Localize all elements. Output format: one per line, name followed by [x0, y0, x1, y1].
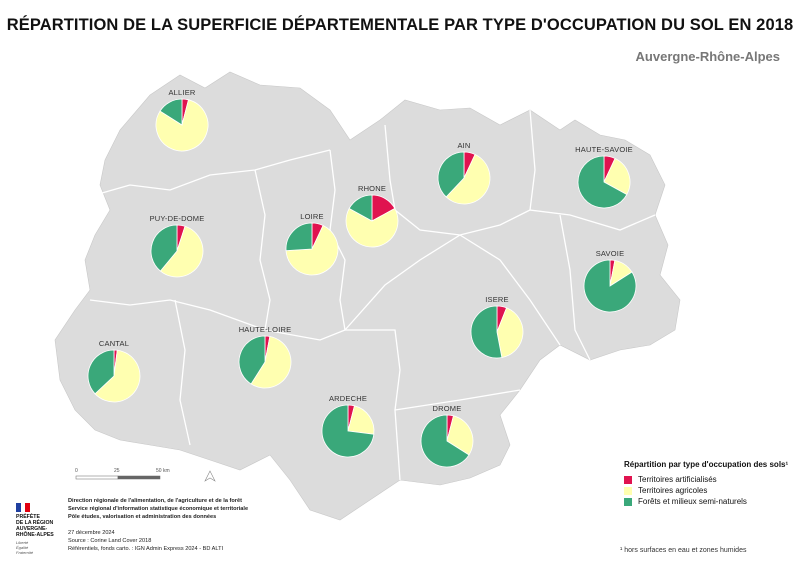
credits: Direction régionale de l'alimentation, d…	[68, 497, 248, 553]
pie-ain: AIN	[437, 141, 491, 205]
pie-puy-de-dome: PUY-DE-DOME	[150, 214, 205, 278]
map-subtitle: Auvergne-Rhône-Alpes	[635, 49, 780, 64]
pie-ardeche: ARDECHE	[321, 394, 375, 458]
department-label: ISERE	[485, 295, 509, 304]
pie-chart-layer: ALLIER AIN RHONE HAUTE-SAVOIE PUY-DE-DOME LOI…	[87, 88, 637, 468]
scale-label: 0	[75, 468, 78, 474]
department-label: ALLIER	[168, 88, 195, 97]
credits-org-line: Service régional d'information statistiq…	[68, 506, 249, 512]
pie-slice-forets	[583, 259, 637, 313]
pie-slice-agricoles	[159, 225, 204, 278]
pie-slice-forets	[150, 224, 178, 272]
logo-line: DE LA RÉGION	[16, 520, 54, 526]
logo-line: RHÔNE-ALPES	[16, 532, 54, 538]
legend-item-artificialises: Territoires artificialisés	[624, 474, 788, 485]
scale-bar	[75, 475, 161, 480]
legend-swatch	[624, 486, 632, 495]
pie-slice-forets	[420, 414, 470, 468]
pie-allier: ALLIER	[155, 88, 209, 152]
legend-label: Territoires artificialisés	[638, 475, 717, 484]
pie-drome: DROME	[420, 404, 474, 468]
department-label: HAUTE-LOIRE	[239, 325, 292, 334]
map-title: RÉPARTITION DE LA SUPERFICIE DÉPARTEMENT…	[6, 16, 794, 34]
pie-slice-agricoles	[445, 153, 491, 205]
pie-slice-agricoles	[250, 335, 292, 389]
pie-slice-agricoles	[94, 349, 141, 403]
pie-rhone: RHONE	[345, 184, 399, 248]
legend-item-agricoles: Territoires agricoles	[624, 485, 788, 496]
department-label: ARDECHE	[329, 394, 367, 403]
pie-slice-forets	[577, 155, 628, 209]
pie-slice-forets	[321, 404, 375, 458]
pie-slice-forets	[238, 335, 266, 385]
department-label: LOIRE	[300, 212, 324, 221]
pie-haute-loire: HAUTE-LOIRE	[238, 325, 292, 389]
scale-label: 25	[114, 468, 120, 474]
prefecture-logo: PRÉFÈTE DE LA RÉGION AUVERGNE- RHÔNE-ALP…	[16, 503, 56, 555]
legend-swatch	[624, 497, 632, 506]
pie-slice-forets	[470, 305, 503, 359]
scale-label: 50 km	[156, 468, 170, 474]
pie-cantal: CANTAL	[87, 339, 141, 403]
pie-slice-agricoles	[446, 415, 474, 456]
department-label: HAUTE-SAVOIE	[575, 145, 633, 154]
department-label: DROME	[433, 404, 462, 413]
pie-isere: ISERE	[470, 295, 524, 359]
department-label: PUY-DE-DOME	[150, 214, 205, 223]
pie-slice-forets	[285, 222, 313, 252]
north-arrow-icon	[204, 470, 216, 482]
scale-labels: 0 25 50 km	[75, 468, 186, 478]
french-flag-icon	[16, 503, 31, 512]
credits-source: Source : Corine Land Cover 2018	[68, 538, 152, 544]
legend-label: Territoires agricoles	[638, 486, 708, 495]
pie-slice-forets	[348, 194, 373, 222]
legend-title: Répartition par type d'occupation des so…	[624, 460, 789, 469]
pie-haute-savoie: HAUTE-SAVOIE	[575, 145, 633, 209]
legend-label: Forêts et milieux semi-naturels	[638, 497, 747, 506]
pie-slice-agricoles	[345, 207, 399, 248]
region-outline	[54, 71, 681, 521]
legend: Répartition par type d'occupation des so…	[624, 460, 788, 507]
pie-savoie: SAVOIE	[583, 249, 637, 313]
department-label: SAVOIE	[596, 249, 625, 258]
department-label: CANTAL	[99, 339, 129, 348]
legend-item-forets: Forêts et milieux semi-naturels	[624, 496, 788, 507]
credits-org-line: Direction régionale de l'alimentation, d…	[68, 498, 242, 504]
logo-line: PRÉFÈTE	[16, 514, 40, 520]
pie-loire: LOIRE	[285, 212, 339, 276]
credits-date: 27 décembre 2024	[68, 530, 115, 536]
pie-slice-agricoles	[347, 405, 375, 435]
pie-slice-forets	[87, 349, 115, 395]
credits-references: Référentiels, fonds carto. : IGN Admin E…	[68, 546, 224, 552]
pie-slice-forets	[159, 98, 183, 126]
credits-org-line: Pôle études, valorisation et administrat…	[68, 514, 217, 520]
pie-slice-forets	[437, 151, 465, 198]
logo-line: AUVERGNE-	[16, 526, 48, 532]
pie-slice-agricoles	[285, 224, 339, 276]
logo-motto: Liberté Égalité Fraternité	[16, 540, 34, 555]
pie-slice-agricoles	[496, 307, 524, 359]
legend-swatch	[624, 475, 632, 484]
department-label: RHONE	[358, 184, 386, 193]
department-label: AIN	[457, 141, 470, 150]
footnote: ¹ hors surfaces en eau et zones humides	[620, 547, 747, 554]
